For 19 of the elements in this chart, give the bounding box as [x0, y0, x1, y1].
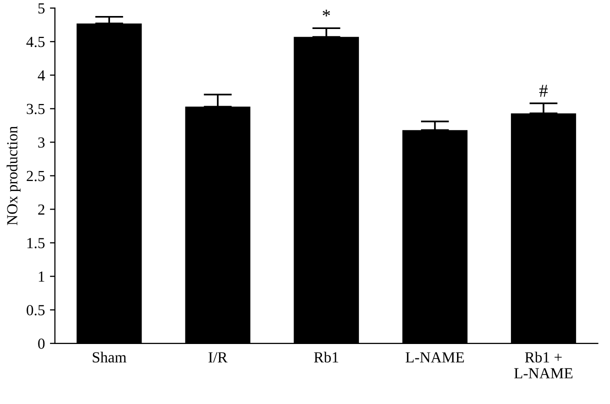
y-tick-label: 4.5: [26, 36, 45, 48]
y-tick-label: 4: [38, 70, 45, 80]
annotation: #: [539, 84, 548, 97]
y-tick-label: 1: [38, 272, 44, 282]
y-tick-label: 3: [38, 137, 45, 148]
y-tick-label: 0.5: [26, 305, 45, 316]
x-tick-label: Rb1: [314, 352, 338, 362]
x-tick-label: I/R: [208, 352, 228, 362]
x-tick-label: Sham: [92, 352, 126, 362]
x-tick-label: L-NAME: [406, 352, 464, 362]
annotation: *: [322, 10, 330, 16]
y-tick-label: 2: [38, 204, 44, 215]
y-tick-label: 0: [38, 338, 45, 349]
y-tick-label: 3.5: [26, 104, 45, 114]
y-tick-label: 2.5: [26, 170, 45, 182]
y-tick-label: 5: [38, 3, 45, 14]
x-tick-label: Rb1 + L-NAME: [514, 352, 572, 378]
y-tick-label: 1.5: [27, 238, 45, 248]
y-axis-title: NOx production: [6, 126, 21, 226]
